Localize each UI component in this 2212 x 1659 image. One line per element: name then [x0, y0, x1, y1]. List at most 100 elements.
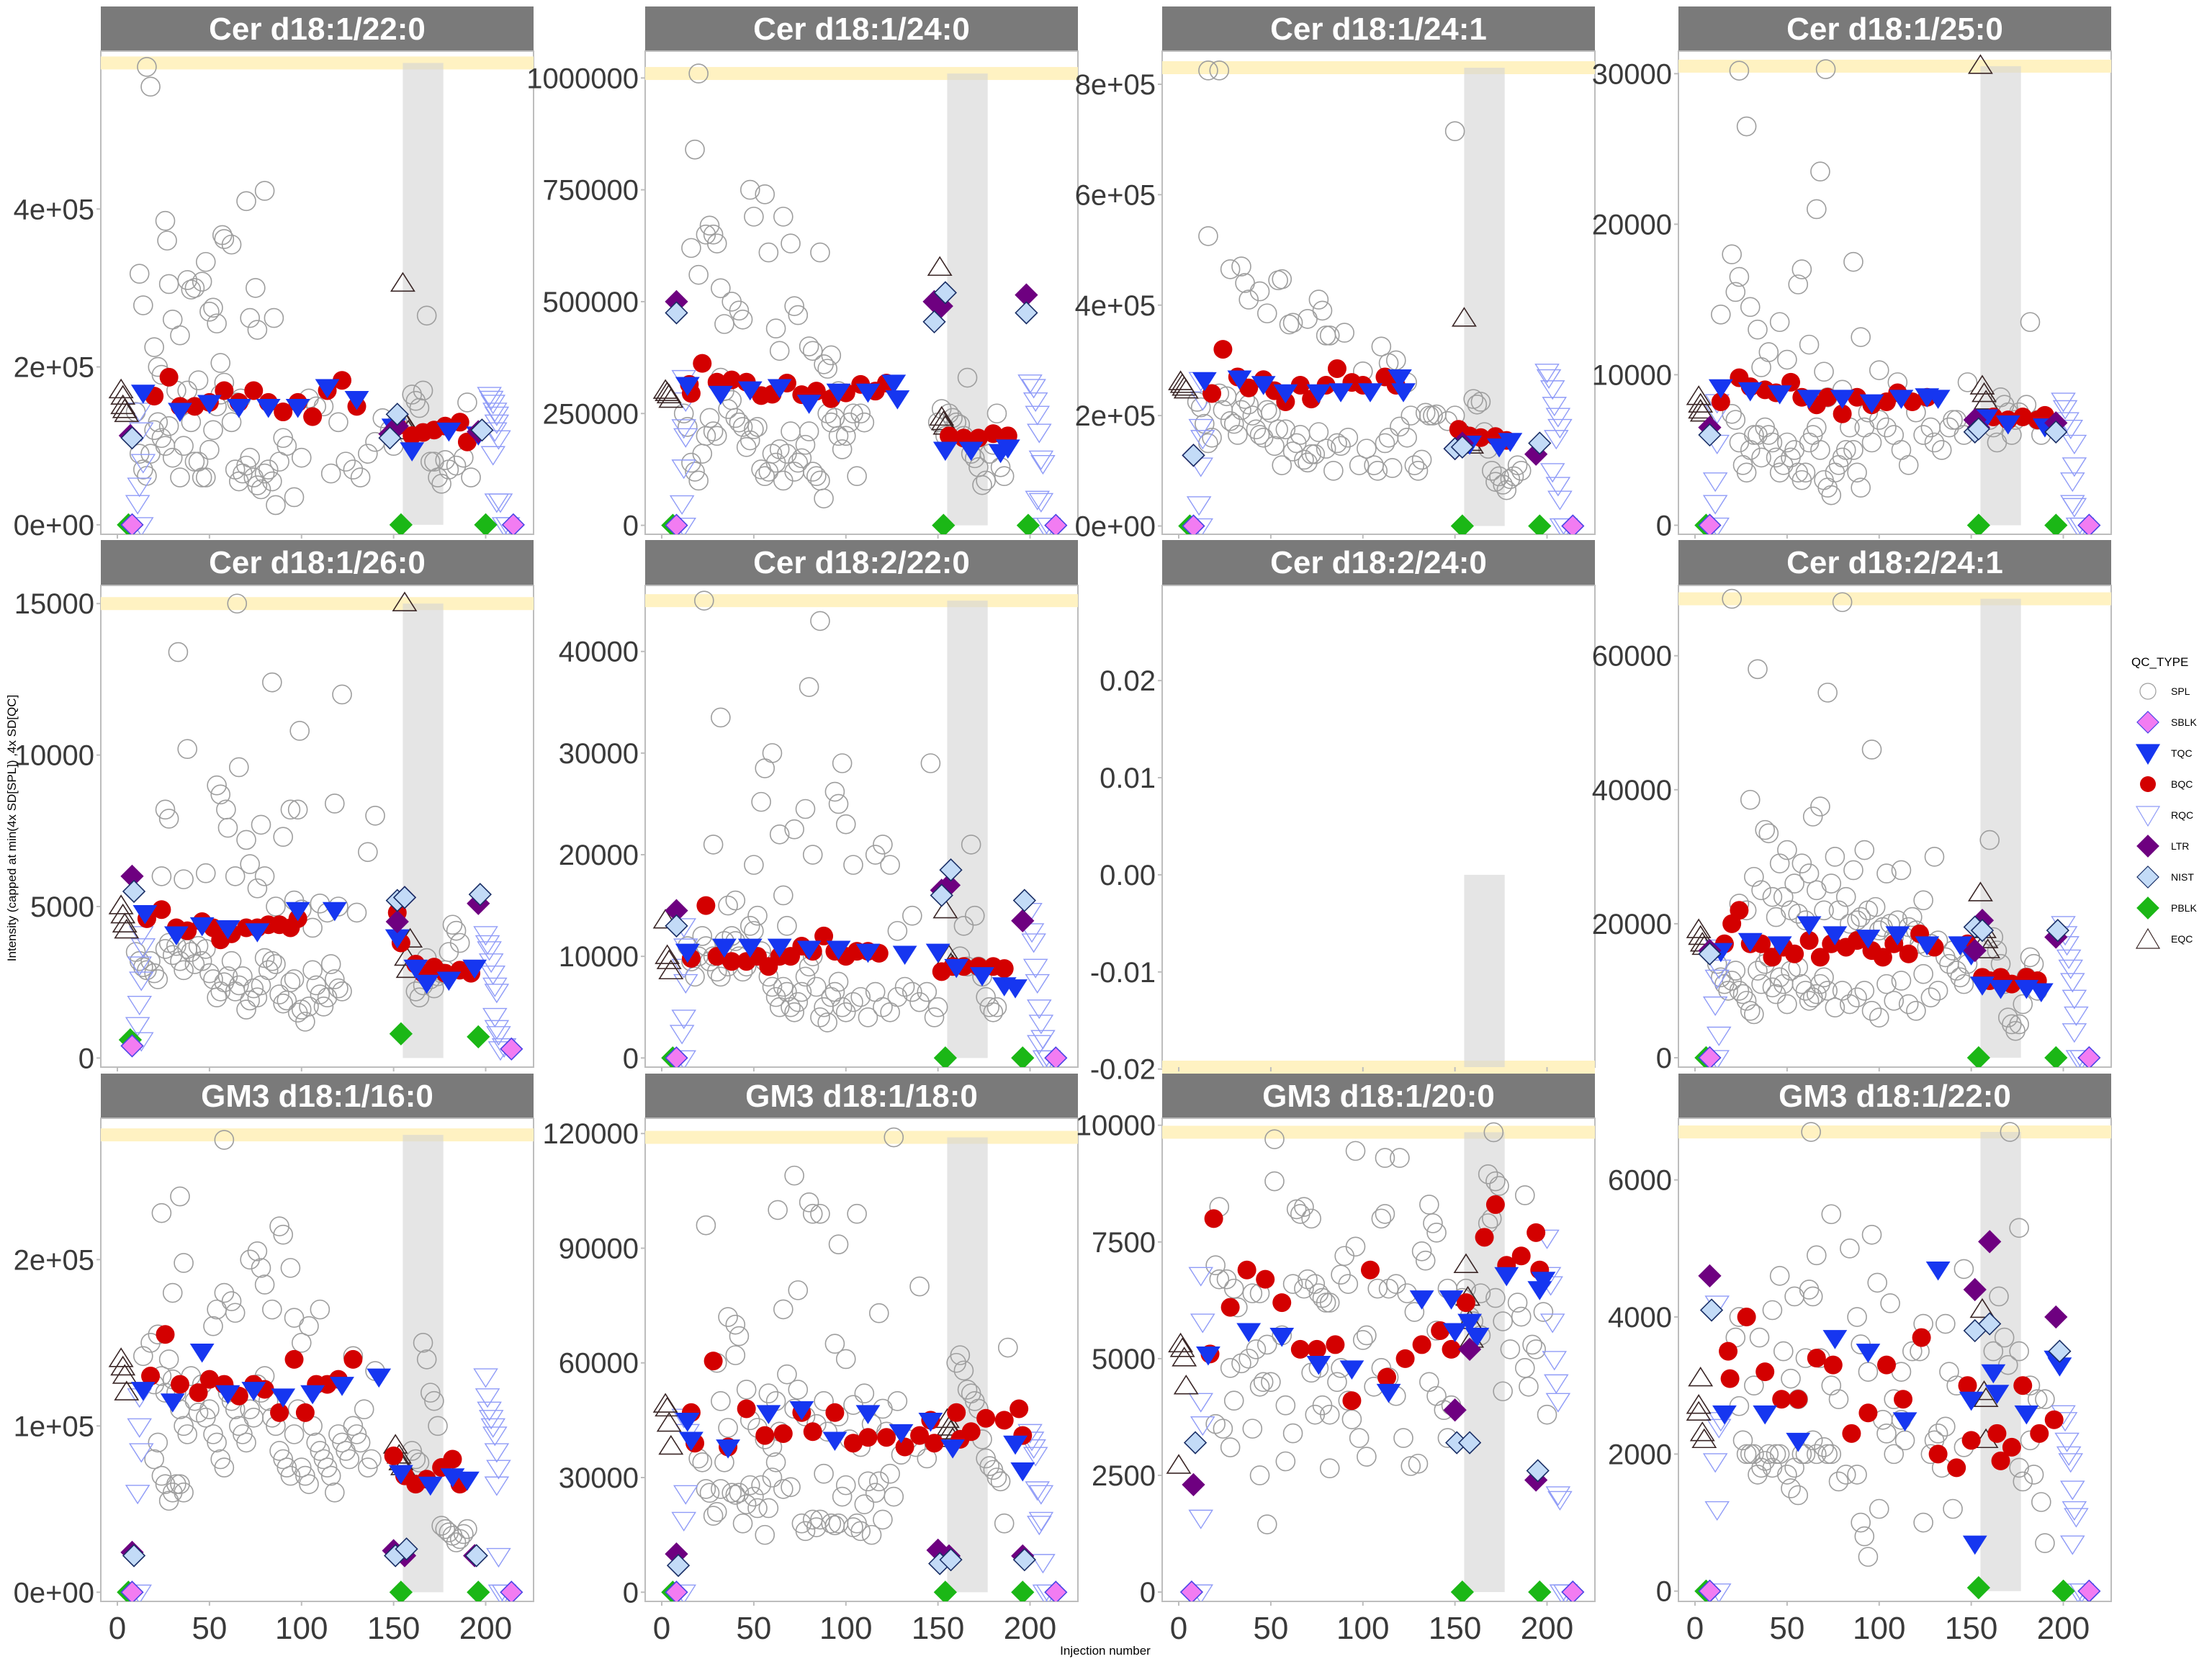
- series-tqc: [675, 938, 1028, 999]
- point-sblk: [1561, 514, 1585, 534]
- facet-panel: GM3 d18:1/16:0 0e+00 1e+05 2e+05 0 50 100 150 20…: [14, 1074, 534, 1646]
- point-spl: [1722, 244, 1742, 264]
- point-rqc: [1539, 1313, 1565, 1334]
- point-spl: [802, 845, 823, 865]
- point-spl: [1736, 991, 1757, 1011]
- point-spl: [832, 997, 853, 1017]
- y-tick-label: 250000: [543, 398, 639, 430]
- point-rqc: [2062, 434, 2087, 454]
- point-tqc: [245, 923, 270, 943]
- legend: QC_TYPE SPL SBLK TQC BQC RQC LTR NIST PBLK EQC: [2131, 655, 2197, 949]
- point-spl: [1279, 314, 1300, 335]
- facet-panel: Cer d18:1/24:1 0e+00 2e+05 4e+05 6e+05 8e+05: [1075, 6, 1596, 542]
- points-layer: [1168, 60, 1585, 534]
- point-rqc: [477, 387, 502, 407]
- point-spl: [262, 1299, 282, 1320]
- point-spl: [729, 412, 750, 433]
- y-tick-label: 0e+00: [1075, 511, 1156, 542]
- point-rqc: [2060, 1535, 2085, 1555]
- point-spl: [1762, 886, 1783, 907]
- point-spl: [236, 999, 256, 1020]
- point-tqc: [315, 379, 340, 399]
- point-spl: [177, 1424, 198, 1444]
- point-spl: [854, 1494, 875, 1514]
- point-spl: [247, 987, 268, 1008]
- point-pblk: [1966, 513, 1990, 534]
- point-ltr: [1457, 1337, 1482, 1362]
- point-spl: [2005, 1020, 2026, 1041]
- point-spl: [266, 896, 286, 917]
- point-spl: [280, 972, 301, 992]
- point-rqc: [130, 454, 156, 474]
- point-bqc: [1327, 359, 1346, 378]
- point-spl: [732, 1513, 753, 1534]
- point-spl: [1851, 477, 1871, 498]
- point-spl: [1762, 977, 1783, 998]
- point-tqc: [889, 1424, 914, 1444]
- point-bqc: [843, 1434, 863, 1453]
- point-sblk: [501, 513, 525, 534]
- point-nist: [1978, 1312, 2002, 1336]
- point-spl: [1729, 60, 1750, 81]
- point-rqc: [1019, 923, 1045, 943]
- point-tqc: [436, 971, 462, 992]
- point-tqc: [675, 943, 700, 963]
- point-spl: [1777, 432, 1797, 453]
- point-spl: [144, 1449, 164, 1470]
- point-pblk: [474, 513, 498, 534]
- point-spl: [784, 1165, 804, 1186]
- point-tqc: [1269, 1328, 1295, 1347]
- point-nist: [392, 886, 417, 909]
- point-spl: [2035, 1389, 2055, 1410]
- series-tqc: [1196, 1267, 1556, 1403]
- point-spl: [784, 819, 804, 840]
- point-spl: [725, 1314, 746, 1335]
- point-eqc: [927, 256, 953, 276]
- point-spl: [725, 890, 746, 911]
- facet-strip: [1162, 6, 1595, 51]
- point-spl: [765, 1452, 786, 1473]
- point-spl: [210, 784, 231, 805]
- point-spl: [1511, 461, 1532, 481]
- point-spl: [254, 866, 275, 886]
- point-spl: [424, 1390, 444, 1411]
- point-eqc: [108, 1347, 134, 1367]
- legend-label: EQC: [2171, 933, 2193, 945]
- point-spl: [1220, 259, 1241, 279]
- facet-strip: [1162, 1074, 1595, 1118]
- point-spl: [174, 1482, 194, 1503]
- point-spl: [273, 1224, 293, 1245]
- point-spl: [799, 421, 819, 441]
- point-spl: [1298, 452, 1318, 473]
- point-rqc: [1022, 958, 1048, 979]
- point-spl: [964, 905, 985, 926]
- point-bqc: [1823, 1355, 1843, 1375]
- point-spl: [828, 426, 849, 446]
- x-tick-label: 0: [653, 1611, 670, 1646]
- point-spl: [328, 978, 349, 999]
- point-eqc: [1969, 374, 1995, 395]
- point-spl: [291, 447, 312, 468]
- point-spl: [214, 1130, 235, 1150]
- highlight-band: [403, 603, 444, 1058]
- point-tqc: [885, 390, 910, 410]
- point-eqc: [1973, 1387, 1999, 1407]
- point-sblk: [1044, 513, 1068, 534]
- point-spl: [1847, 462, 1867, 483]
- point-rqc: [1021, 1439, 1046, 1460]
- point-rqc: [1021, 933, 1046, 953]
- highlight-band: [1980, 1132, 2021, 1591]
- point-spl: [174, 869, 194, 889]
- point-sblk: [1179, 1580, 1204, 1601]
- point-spl: [1769, 1444, 1790, 1465]
- point-spl: [170, 325, 190, 346]
- point-rqc: [125, 1017, 150, 1037]
- point-bqc: [199, 1370, 219, 1389]
- point-nist: [933, 281, 957, 305]
- point-tqc: [400, 442, 425, 462]
- point-bqc: [1772, 1390, 1791, 1409]
- point-spl: [295, 1012, 315, 1032]
- point-pblk: [2044, 513, 2068, 534]
- point-nist: [1012, 1548, 1036, 1572]
- point-spl: [1802, 987, 1823, 1008]
